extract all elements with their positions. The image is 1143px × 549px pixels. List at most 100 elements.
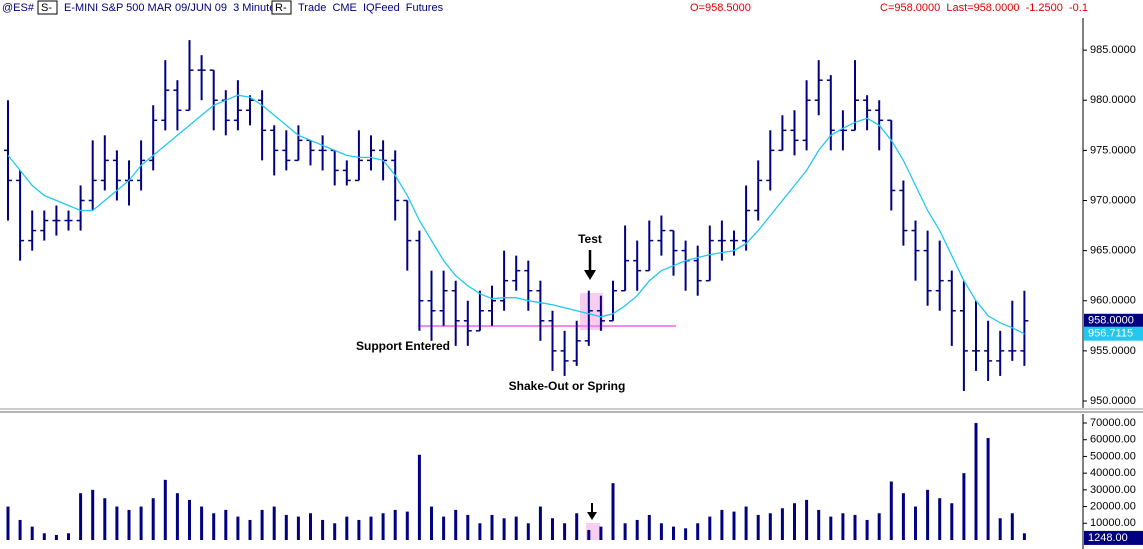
volume-bar (224, 509, 228, 540)
y-tick-label: 70000.00 (1090, 417, 1136, 429)
value-badge (1084, 313, 1143, 328)
volume-bar (998, 518, 1002, 540)
volume-bar (744, 506, 748, 540)
volume-bar (6, 506, 10, 540)
volume-bar (551, 518, 554, 540)
moving-average (7, 94, 1025, 335)
quote: C=958.0000 Last=958.0000 -1.2500 -0.1 (880, 2, 1088, 14)
source: Trade CME IQFeed Futures (298, 2, 444, 14)
volume-bar (563, 523, 567, 540)
volume-bar (538, 506, 542, 540)
volume-bar (442, 516, 446, 540)
symbol: @ES# (2, 2, 35, 14)
volume-bar (127, 509, 131, 540)
volume-bar (284, 514, 288, 540)
volume-bar (720, 509, 724, 540)
button-label[interactable]: R- (275, 2, 287, 14)
volume-bar (1022, 533, 1026, 540)
volume-bar (260, 509, 264, 540)
volume-bar (696, 523, 700, 540)
volume-bar (381, 513, 385, 540)
volume-bar (272, 506, 276, 540)
volume-bar (103, 498, 107, 540)
volume-bar (430, 506, 433, 540)
volume-bar (514, 516, 518, 540)
volume-bar (914, 506, 917, 540)
volume-bar (333, 523, 337, 540)
volume-bar (841, 513, 845, 540)
volume-bar (829, 516, 833, 540)
volume-bar (30, 526, 34, 540)
volume-bar (54, 534, 58, 540)
volume-bar (42, 533, 46, 540)
volume-bar (91, 489, 95, 540)
y-tick-label: 50000.00 (1090, 450, 1136, 462)
volume-bar (877, 513, 881, 540)
volume-bar (393, 509, 397, 540)
volume-bar (756, 514, 760, 540)
volume-bar (502, 518, 506, 540)
volume-bar (309, 513, 312, 540)
y-tick-label: 985.0000 (1090, 44, 1136, 56)
volume-bar (732, 511, 736, 540)
volume-bar (575, 513, 579, 540)
volume-bar (115, 506, 119, 540)
volume-bar (345, 516, 349, 540)
y-tick-label: 965.0000 (1090, 245, 1136, 257)
volume-bar (188, 499, 191, 540)
value-badge-label: 1248.00 (1088, 532, 1128, 544)
y-tick-label: 60000.00 (1090, 434, 1136, 446)
y-tick-label: 980.0000 (1090, 94, 1136, 106)
y-tick-label: 970.0000 (1090, 194, 1136, 206)
volume-bar (18, 519, 22, 540)
volume-bar (175, 493, 179, 540)
volume-bar (151, 498, 155, 540)
volume-bar (587, 529, 591, 540)
volume-bar (708, 516, 712, 540)
volume-bar (623, 523, 627, 540)
volume-bar (817, 509, 821, 540)
volume-bar (296, 516, 300, 540)
volume-bar (635, 519, 639, 540)
volume-bar (79, 493, 83, 540)
volume-bar (986, 438, 990, 540)
volume-bar (236, 516, 240, 540)
volume-bar (200, 506, 204, 540)
value-badge-label: 958.0000 (1088, 315, 1134, 327)
volume-bar (672, 526, 675, 540)
value-badge (1084, 326, 1143, 341)
volume-bar (865, 519, 869, 540)
y-tick-label: 20000.00 (1090, 500, 1136, 512)
annotation: Test (578, 232, 602, 246)
volume-bar (466, 514, 470, 540)
y-tick-label: 960.0000 (1090, 295, 1136, 307)
volume-bar (950, 503, 954, 540)
volume-bar (417, 454, 421, 540)
arrow-head (587, 512, 597, 520)
volume-bar (139, 506, 143, 540)
volume-bar (490, 514, 494, 540)
volume-bar (901, 493, 905, 540)
volume-bar (780, 508, 784, 540)
annotation: Support Entered (356, 339, 450, 353)
volume-bar (768, 513, 772, 540)
volume-bar (599, 526, 603, 540)
volume-bar (974, 423, 978, 540)
volume-bar (163, 479, 167, 540)
button-label[interactable]: S- (41, 2, 52, 14)
y-tick-label: 950.0000 (1090, 395, 1136, 407)
volume-bar (357, 519, 361, 540)
volume-bar (684, 528, 688, 540)
volume-bar (478, 523, 482, 540)
arrow-head (584, 270, 596, 280)
volume-bar (853, 514, 857, 540)
value-badge (1084, 530, 1143, 545)
volume-bar (647, 514, 651, 540)
volume-bar (938, 498, 942, 540)
volume-bar (454, 509, 458, 540)
volume-bar (889, 481, 893, 540)
volume-bar (805, 499, 809, 540)
button[interactable] (271, 0, 292, 15)
button[interactable] (37, 0, 58, 15)
